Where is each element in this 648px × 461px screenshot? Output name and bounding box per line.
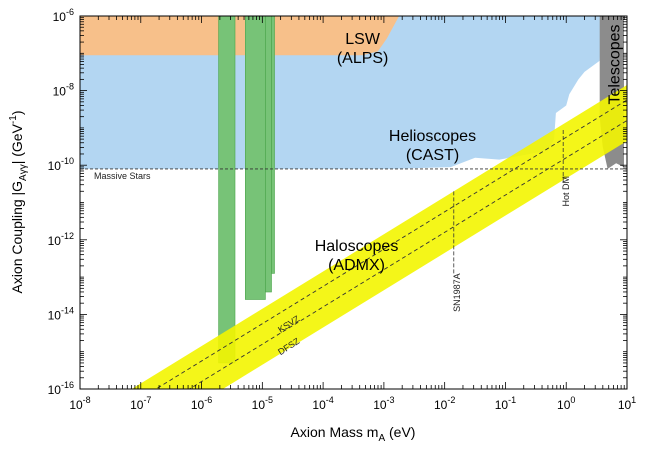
- haloscope-band: [271, 16, 275, 274]
- y-tick-label: 10-6: [53, 7, 74, 24]
- massive-stars-label: Massive Stars: [94, 171, 151, 181]
- y-axis-title: Axion Coupling |GAγγ| (GeV-1): [8, 110, 29, 293]
- telescopes-label: Telescopes: [606, 24, 623, 104]
- y-tick-label: 10-12: [48, 231, 74, 248]
- x-tick-label: 10-6: [191, 395, 212, 412]
- x-tick-label: 10-7: [130, 395, 151, 412]
- y-tick-label: 10-8: [53, 82, 74, 99]
- haloscope-band: [218, 16, 236, 364]
- sn1987a-label: SN1987A: [452, 273, 462, 312]
- helioscopes-label: Helioscopes: [389, 128, 476, 145]
- lsw-sublabel: (ALPS): [337, 50, 389, 67]
- y-tick-label: 10-10: [48, 156, 74, 173]
- hot-dm-label: Hot DM: [561, 176, 571, 207]
- x-tick-label: 10-8: [69, 395, 90, 412]
- y-tick-label: 10-16: [48, 380, 74, 397]
- ksvz-line: [155, 99, 627, 389]
- x-tick-label: 100: [557, 395, 575, 412]
- helioscopes-sublabel: (CAST): [406, 147, 459, 164]
- haloscope-band: [265, 16, 272, 293]
- x-tick-label: 10-1: [495, 395, 516, 412]
- x-tick-label: 10-5: [252, 395, 273, 412]
- haloscopes-sublabel: (ADMX): [328, 257, 385, 274]
- dfsz-line: [188, 120, 627, 389]
- x-tick-label: 10-4: [312, 395, 333, 412]
- lsw-label: LSW: [345, 31, 381, 48]
- qcd-axion-band: [131, 85, 627, 389]
- lsw-region: [80, 16, 400, 56]
- haloscopes-label: Haloscopes: [315, 238, 399, 255]
- y-tick-label: 10-14: [48, 305, 74, 322]
- x-tick-label: 10-2: [434, 395, 455, 412]
- haloscope-band: [245, 16, 266, 300]
- x-axis-title: Axion Mass mA (eV): [291, 424, 416, 444]
- x-tick-label: 101: [618, 395, 636, 412]
- x-tick-label: 10-3: [373, 395, 394, 412]
